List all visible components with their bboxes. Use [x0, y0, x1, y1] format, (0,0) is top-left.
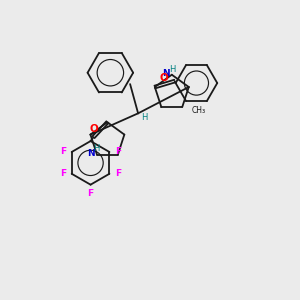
Text: O: O [159, 73, 168, 83]
Text: N: N [87, 149, 95, 158]
Text: F: F [115, 148, 122, 157]
Text: CH₃: CH₃ [191, 106, 206, 115]
Text: F: F [60, 169, 66, 178]
Text: F: F [88, 189, 94, 198]
Text: F: F [60, 148, 66, 157]
Text: N: N [162, 69, 170, 78]
Text: O: O [89, 124, 98, 134]
Text: F: F [115, 169, 122, 178]
Text: H: H [141, 113, 147, 122]
Text: H: H [93, 144, 99, 153]
Text: H: H [169, 65, 176, 74]
